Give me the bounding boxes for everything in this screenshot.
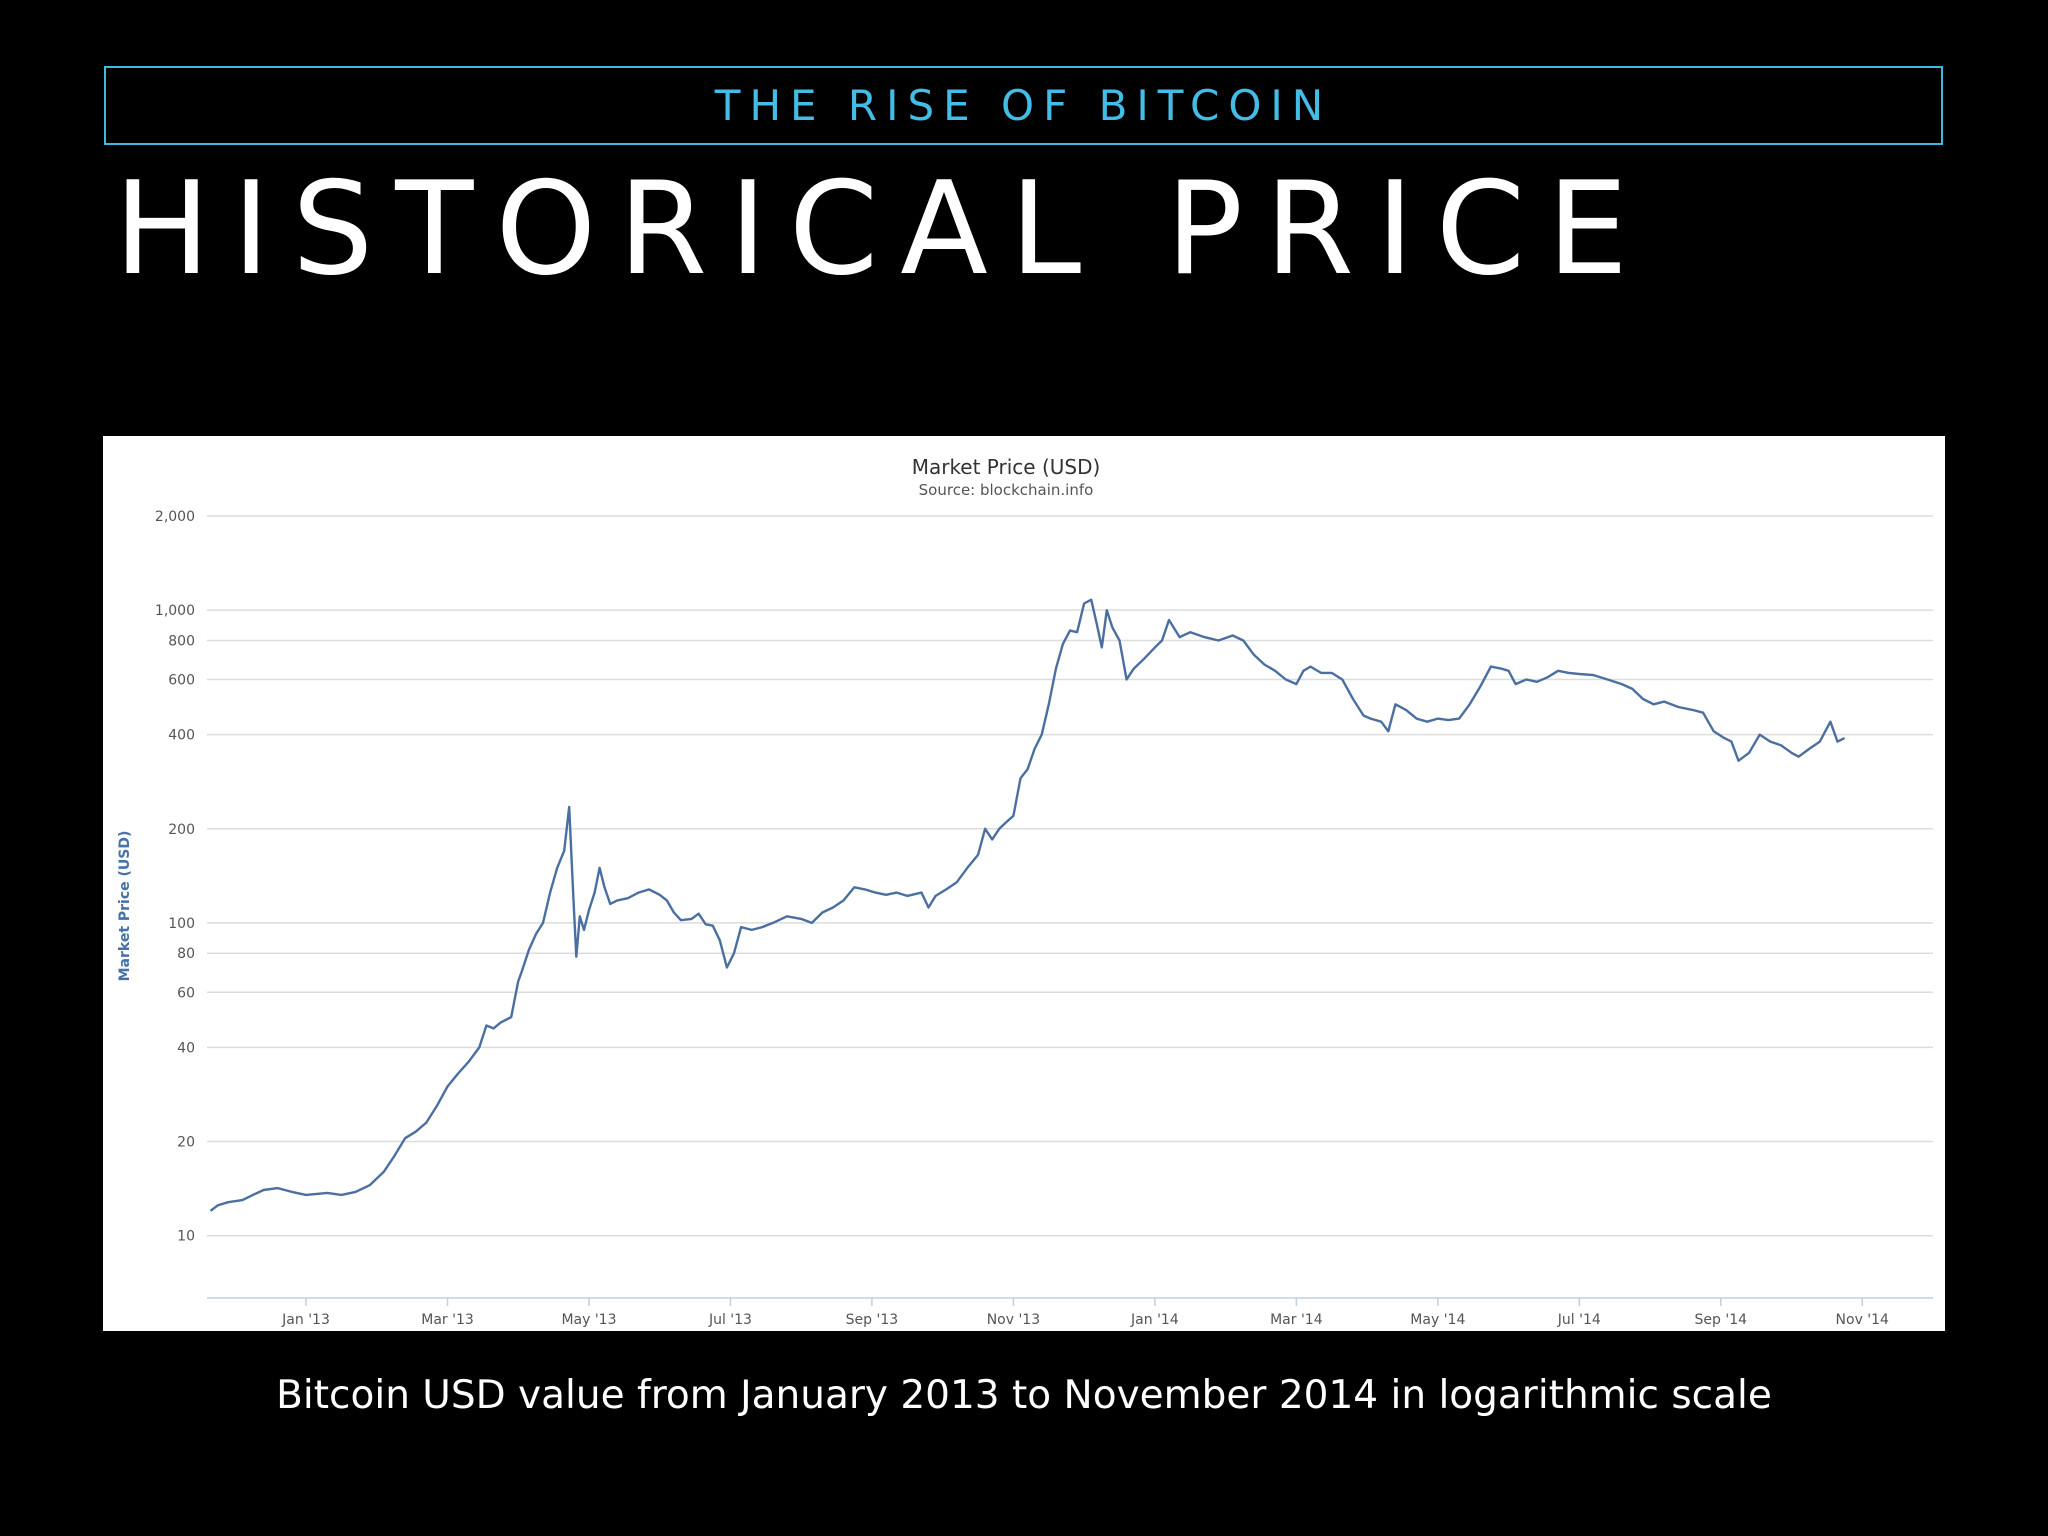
y-tick-label: 400	[168, 728, 195, 744]
x-tick-label: Jan '13	[281, 1312, 330, 1328]
x-axis: Jan '13 Mar '13 May '13 Jul '13 Sep '13 Nov '…	[207, 1297, 1933, 1328]
section-kicker: THE RISE OF BITCOIN	[714, 81, 1333, 130]
chart-subtitle: Source: blockchain.info	[919, 481, 1094, 499]
x-tick-label: May '13	[561, 1312, 616, 1328]
x-tick-label: Jul '14	[1557, 1312, 1601, 1328]
y-axis-labels: 10 20 40 60 80 100 200 400 600 800 1,000 2,000	[155, 509, 195, 1245]
grid-lines	[207, 515, 1933, 1237]
y-axis-title: Market Price (USD)	[117, 831, 133, 982]
y-tick-label: 80	[177, 946, 195, 962]
slide-title: HISTORICAL PRICE	[114, 155, 1650, 304]
y-tick-label: 20	[177, 1135, 195, 1151]
y-tick-label: 800	[168, 633, 195, 649]
y-tick-label: 60	[177, 985, 195, 1001]
x-tick-label: Jan '14	[1130, 1312, 1179, 1328]
x-tick-label: Nov '14	[1836, 1312, 1890, 1328]
x-tick-label: Mar '14	[1270, 1312, 1323, 1328]
chart-panel: Market Price (USD) Source: blockchain.in…	[103, 436, 1945, 1331]
price-chart: Market Price (USD) Source: blockchain.in…	[117, 455, 1933, 1328]
y-tick-label: 40	[177, 1040, 195, 1056]
x-tick-label: Sep '13	[846, 1312, 899, 1328]
chart-title: Market Price (USD)	[912, 455, 1101, 479]
y-tick-label: 1,000	[155, 603, 195, 619]
x-tick-label: May '14	[1410, 1312, 1465, 1328]
y-tick-label: 100	[168, 916, 195, 932]
y-tick-label: 600	[168, 673, 195, 689]
y-tick-label: 200	[168, 822, 195, 838]
section-kicker-box: THE RISE OF BITCOIN	[104, 66, 1943, 145]
x-tick-label: Sep '14	[1695, 1312, 1748, 1328]
x-tick-label: Mar '13	[421, 1312, 474, 1328]
y-tick-label: 2,000	[155, 509, 195, 525]
slide-caption: Bitcoin USD value from January 2013 to N…	[276, 1373, 1772, 1418]
y-tick-label: 10	[177, 1229, 195, 1245]
x-tick-label: Nov '13	[987, 1312, 1040, 1328]
price-series-line	[209, 598, 1846, 1212]
x-tick-label: Jul '13	[708, 1312, 752, 1328]
